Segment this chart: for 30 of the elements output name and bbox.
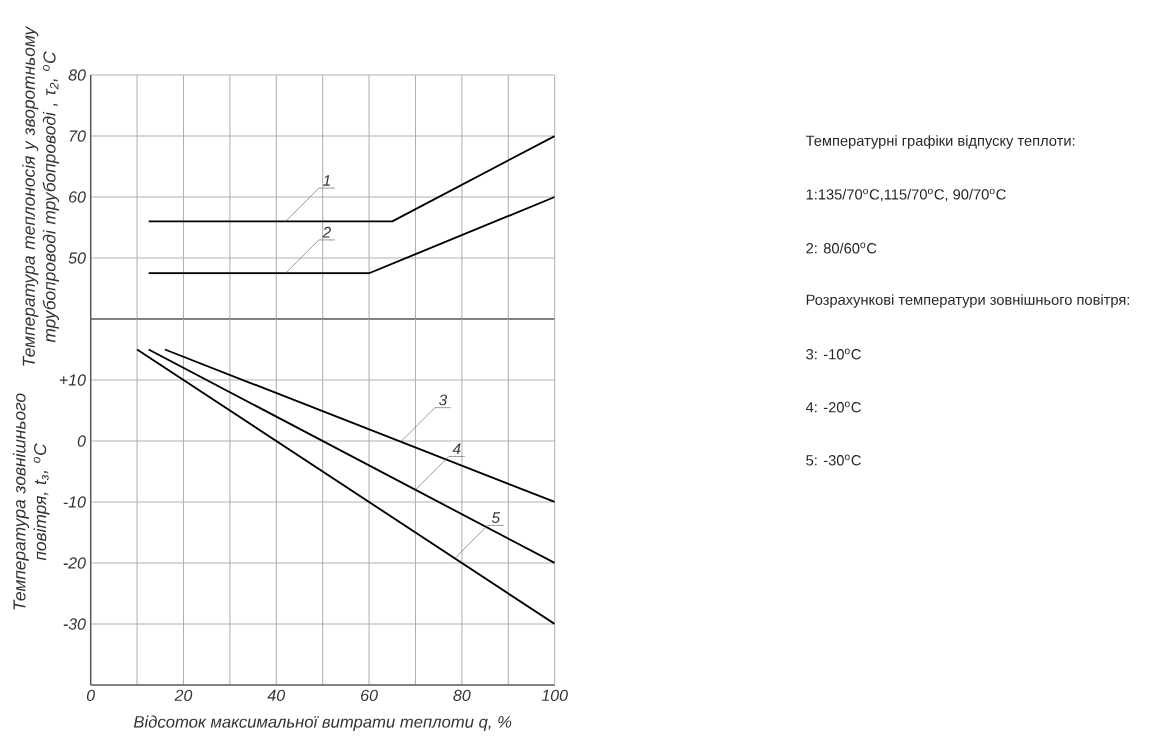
annotation: 2: [322, 226, 331, 238]
y-tick-label: 80: [68, 69, 86, 81]
text: 5: -30$^{o}$C: [806, 454, 861, 466]
y-axis-title: Температура теплоносія у зворотньому трубопроводі трубопроводі , τ$_{2}$, $^{o}$C: [22, 25, 60, 366]
text: 4: -20$^{o}$C: [805, 401, 861, 413]
text: 3: -10$^{o}$C: [806, 348, 861, 360]
y-axis-title: Температура зовнішнього повітря, t$_{з}$, $^{o}$C: [12, 393, 50, 610]
text: Температурні графіки відпуску теплоти:: [805, 135, 1075, 149]
y-tick-label: -10: [63, 496, 86, 508]
y-tick-label: -20: [63, 557, 86, 569]
x-tick-label: 40: [267, 689, 286, 702]
annotation: 5: [491, 512, 501, 524]
y-tick-label: 60: [69, 191, 86, 203]
text: 1:135/70$^{o}$C,115/70$^{o}$C, 90/70$^{o}$C: [806, 188, 1006, 202]
x-tick-label: 80: [453, 689, 471, 702]
y-tick-label: +10: [59, 374, 86, 386]
y-tick-label: -30: [63, 618, 86, 630]
text: Розрахункові температури зовнішнього повітря:: [806, 294, 1130, 308]
annotation: 4: [452, 443, 461, 455]
y-tick-label: 0: [77, 435, 86, 447]
text: 2: 80/60$^{o}$C: [806, 242, 877, 254]
x-tick-label: 20: [174, 689, 193, 702]
x-tick-label: 0: [86, 689, 95, 702]
y-tick-label: 70: [69, 130, 86, 142]
x-axis-title: Відсоток максимальної витрати теплоти q, %: [133, 715, 512, 732]
annotation: 3: [438, 394, 448, 406]
x-tick-label: 100: [541, 689, 568, 702]
annotation: 1: [323, 175, 330, 186]
y-tick-label: 50: [68, 252, 86, 264]
x-tick-label: 60: [361, 689, 378, 702]
